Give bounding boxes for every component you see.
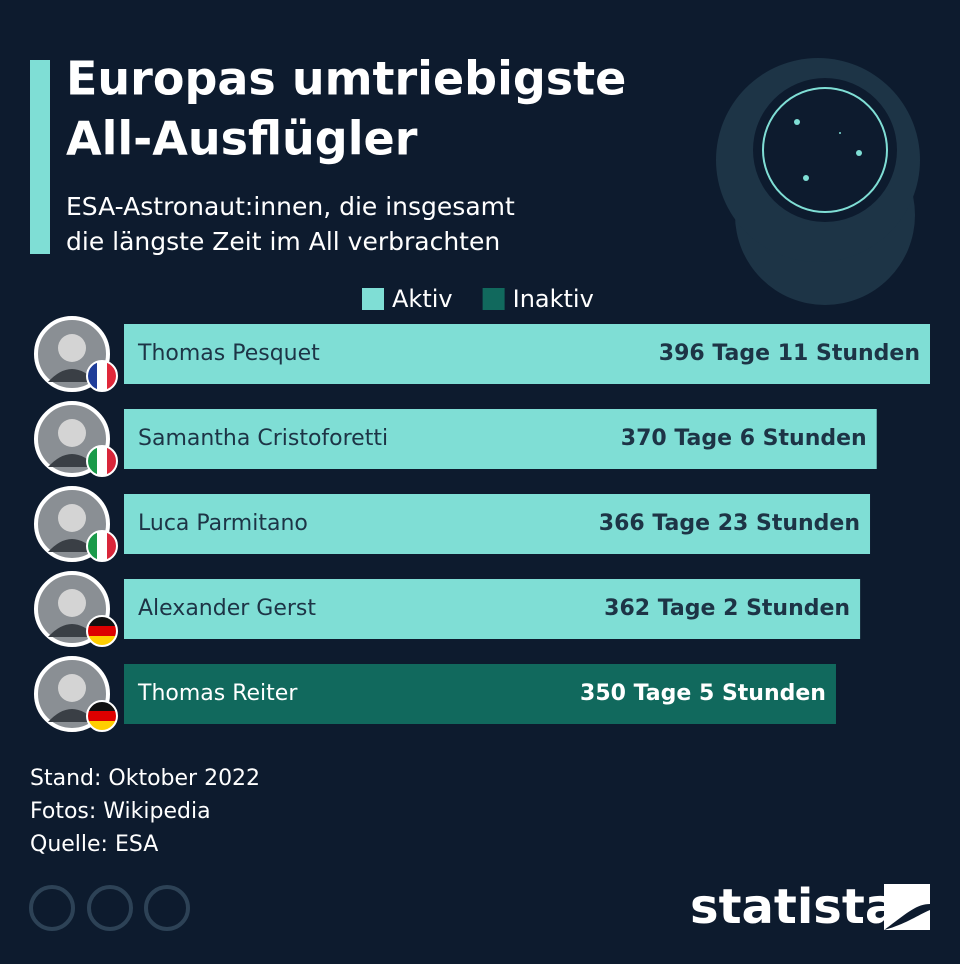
bar xyxy=(124,579,861,639)
flag-stripe xyxy=(97,531,108,561)
legend-swatch xyxy=(482,288,505,310)
category-label: Samantha Cristoforetti xyxy=(138,426,388,451)
portrait-body xyxy=(48,624,96,637)
chart-subtitle: ESA-Astronaut:innen, die insgesamt xyxy=(66,192,515,221)
value-label: 396 Tage 11 Stunden xyxy=(659,341,920,366)
flag-stripe xyxy=(87,531,98,561)
value-label: 350 Tage 5 Stunden xyxy=(580,681,826,706)
portrait-body xyxy=(48,539,96,552)
bar xyxy=(124,664,836,724)
value-label: 366 Tage 23 Stunden xyxy=(599,511,860,536)
flag-border xyxy=(86,530,118,562)
chart-subtitle: die längste Zeit im All verbrachten xyxy=(66,227,500,256)
flag-stripe xyxy=(87,616,117,627)
portrait-face xyxy=(58,674,86,702)
flag xyxy=(87,446,117,476)
flag-stripe xyxy=(107,361,117,391)
category-label: Thomas Pesquet xyxy=(137,341,320,366)
note: Quelle: ESA xyxy=(30,832,158,857)
flag-stripe xyxy=(87,626,117,637)
flag-border xyxy=(86,445,118,477)
cc-icons xyxy=(29,885,190,931)
portrait-face xyxy=(58,419,86,447)
category-label: Luca Parmitano xyxy=(138,511,308,536)
legend-label: Aktiv xyxy=(392,285,453,313)
flag-stripe xyxy=(87,361,98,391)
note: Fotos: Wikipedia xyxy=(30,799,211,824)
legend-label: Inaktiv xyxy=(513,285,594,313)
portrait-body xyxy=(48,709,96,722)
bar xyxy=(124,494,871,554)
value-label: 362 Tage 2 Stunden xyxy=(604,596,850,621)
title-accent xyxy=(30,60,50,254)
bar xyxy=(124,324,931,384)
flag-border xyxy=(86,700,118,732)
flag-stripe xyxy=(87,701,117,712)
category-label: Thomas Reiter xyxy=(137,681,298,706)
portrait-face xyxy=(58,334,86,362)
portrait-face xyxy=(58,504,86,532)
flag-border xyxy=(86,615,118,647)
value-label: 370 Tage 6 Stunden xyxy=(621,426,867,451)
helmet-illustration xyxy=(716,58,920,305)
chart-title: Europas umtriebigste xyxy=(66,52,626,106)
flag-stripe xyxy=(97,361,108,391)
legend-swatch xyxy=(362,288,384,310)
flag xyxy=(87,616,117,646)
flag xyxy=(87,531,117,561)
flag-stripe xyxy=(107,531,117,561)
bar xyxy=(124,409,877,469)
category-label: Alexander Gerst xyxy=(138,596,316,621)
flag-stripe xyxy=(87,721,117,731)
note: Stand: Oktober 2022 xyxy=(30,766,260,791)
flag-stripe xyxy=(87,446,98,476)
chart-title: All-Ausflügler xyxy=(66,112,418,166)
flag-stripe xyxy=(97,446,108,476)
portrait-body xyxy=(48,369,96,382)
portrait-body xyxy=(48,454,96,467)
flag-border xyxy=(86,360,118,392)
flag xyxy=(87,361,117,391)
flag xyxy=(87,701,117,731)
brand-icon xyxy=(884,884,930,930)
flag-stripe xyxy=(87,711,117,722)
brand-logo: statista xyxy=(690,879,897,935)
portrait-face xyxy=(58,589,86,617)
flag-stripe xyxy=(87,636,117,646)
flag-stripe xyxy=(107,446,117,476)
